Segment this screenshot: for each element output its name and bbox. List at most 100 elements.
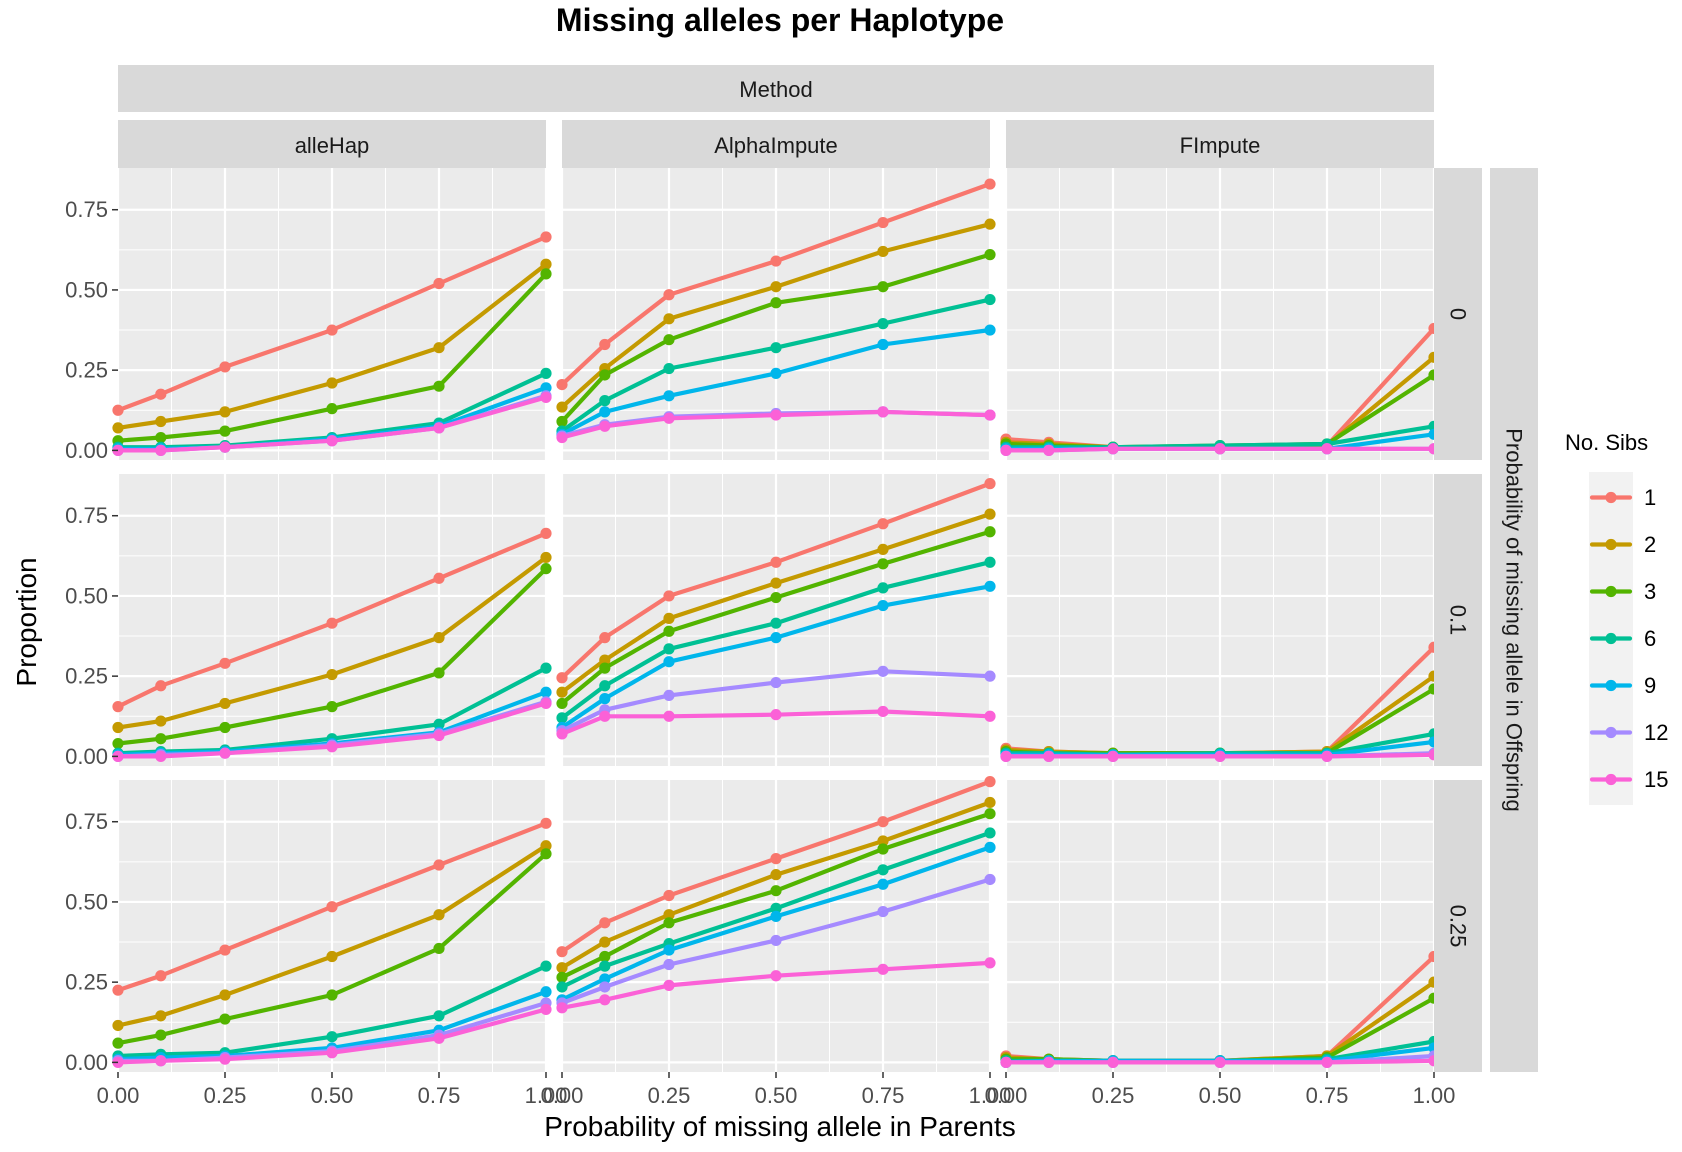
data-point-sibs-6 xyxy=(663,643,675,655)
data-point-sibs-1 xyxy=(663,889,675,902)
data-point-sibs-15 xyxy=(663,710,675,722)
series-line-sibs-9 xyxy=(115,989,549,1062)
data-point-sibs-15 xyxy=(984,409,996,421)
data-point-sibs-2 xyxy=(663,612,675,624)
data-point-sibs-1 xyxy=(984,776,996,788)
data-point-sibs-2 xyxy=(155,1010,167,1022)
data-point-sibs-2 xyxy=(219,406,231,418)
data-point-sibs-1 xyxy=(877,216,889,229)
data-point-sibs-2 xyxy=(599,654,611,666)
data-point-sibs-3 xyxy=(112,1037,124,1049)
data-point-sibs-12 xyxy=(984,670,996,682)
panel-allehap-row-0.1 xyxy=(112,474,552,766)
series-line-sibs-15 xyxy=(115,701,549,759)
data-point-sibs-1 xyxy=(556,378,568,391)
legend-label-1: 1 xyxy=(1644,485,1656,510)
data-point-sibs-15 xyxy=(663,412,675,424)
data-point-sibs-12 xyxy=(663,689,675,702)
data-point-sibs-12 xyxy=(599,981,611,993)
data-point-sibs-1 xyxy=(770,255,782,267)
data-point-sibs-15 xyxy=(1000,444,1012,456)
data-point-sibs-9 xyxy=(984,324,996,336)
series-line-sibs-3 xyxy=(115,851,549,1046)
series-line-sibs-12 xyxy=(559,877,993,1006)
data-point-sibs-2 xyxy=(112,1019,124,1032)
y-tick-label: 0.50 xyxy=(65,889,108,914)
data-point-sibs-12 xyxy=(877,905,889,918)
data-point-sibs-15 xyxy=(1043,444,1055,456)
data-point-sibs-3 xyxy=(155,1029,167,1041)
series-line-sibs-3 xyxy=(115,271,549,443)
y-tick-label: 0.50 xyxy=(65,277,108,302)
x-tick-label: 0.00 xyxy=(97,1083,140,1108)
panel-fimpute-row-0.1 xyxy=(1000,474,1440,766)
data-point-sibs-2 xyxy=(219,989,231,1001)
data-point-sibs-1 xyxy=(770,853,782,865)
data-point-sibs-6 xyxy=(770,617,782,629)
data-point-sibs-3 xyxy=(219,721,231,734)
data-point-sibs-2 xyxy=(155,415,167,428)
data-point-sibs-2 xyxy=(599,936,611,948)
data-point-sibs-2 xyxy=(155,715,167,727)
data-point-sibs-12 xyxy=(770,676,782,689)
data-point-sibs-1 xyxy=(155,388,167,400)
data-point-sibs-3 xyxy=(540,268,552,280)
data-point-sibs-1 xyxy=(984,478,996,490)
series-line-sibs-2 xyxy=(559,222,993,410)
legend-key-point-2 xyxy=(1605,538,1617,551)
y-tick-label: 0.00 xyxy=(65,1050,108,1075)
data-point-sibs-3 xyxy=(112,737,124,750)
panel-alphaimpute-row-0 xyxy=(556,168,996,460)
series-line-sibs-12 xyxy=(559,669,993,733)
y-tick-label: 0.75 xyxy=(65,809,108,834)
column-strip-label: alleHap xyxy=(295,133,370,158)
y-tick-label: 0.25 xyxy=(65,970,108,995)
data-point-sibs-15 xyxy=(663,979,675,991)
data-point-sibs-15 xyxy=(770,709,782,721)
series-line-sibs-6 xyxy=(115,963,549,1059)
series-line-sibs-3 xyxy=(559,529,993,706)
chart-title: Missing alleles per Haplotype xyxy=(556,2,1004,38)
data-point-sibs-6 xyxy=(540,960,552,972)
x-tick-label: 0.75 xyxy=(862,1083,905,1108)
row-strip-label: 0 xyxy=(1446,308,1471,320)
data-point-sibs-6 xyxy=(984,827,996,839)
data-point-sibs-15 xyxy=(877,705,889,718)
panel-allehap-row-0.25 xyxy=(112,780,552,1072)
data-point-sibs-2 xyxy=(540,551,552,564)
data-point-sibs-15 xyxy=(984,957,996,969)
x-tick-label: 0.50 xyxy=(311,1083,354,1108)
data-point-sibs-2 xyxy=(433,632,445,644)
x-tick-label: 1.00 xyxy=(525,1083,568,1108)
data-point-sibs-9 xyxy=(599,406,611,418)
data-point-sibs-9 xyxy=(599,973,611,985)
series-line-sibs-15 xyxy=(559,709,993,737)
series-line-sibs-1 xyxy=(559,481,993,680)
method-strip xyxy=(118,65,1434,112)
data-point-sibs-12 xyxy=(770,934,782,947)
data-point-sibs-3 xyxy=(433,380,445,392)
data-point-sibs-1 xyxy=(155,970,167,982)
data-point-sibs-9 xyxy=(877,338,889,351)
data-point-sibs-2 xyxy=(984,796,996,809)
data-point-sibs-3 xyxy=(599,662,611,674)
y-tick-label: 0.25 xyxy=(65,664,108,689)
data-point-sibs-3 xyxy=(326,403,338,415)
data-point-sibs-1 xyxy=(877,816,889,828)
data-point-sibs-9 xyxy=(770,367,782,379)
data-point-sibs-1 xyxy=(433,572,445,584)
data-point-sibs-1 xyxy=(112,701,124,713)
data-point-sibs-1 xyxy=(326,901,338,913)
data-point-sibs-2 xyxy=(984,508,996,520)
row-strip xyxy=(1434,168,1482,460)
series-line-sibs-15 xyxy=(559,960,993,1010)
strips: Method alleHap AlphaImpute FImpute 0 0.1 0.25 P… xyxy=(118,65,1538,1072)
data-point-sibs-15 xyxy=(1107,750,1119,762)
data-point-sibs-3 xyxy=(877,843,889,855)
data-point-sibs-15 xyxy=(1214,750,1226,762)
series-line-sibs-6 xyxy=(559,297,993,434)
method-strip-label: Method xyxy=(739,77,812,102)
series-line-sibs-15 xyxy=(115,395,549,453)
data-point-sibs-3 xyxy=(663,917,675,929)
